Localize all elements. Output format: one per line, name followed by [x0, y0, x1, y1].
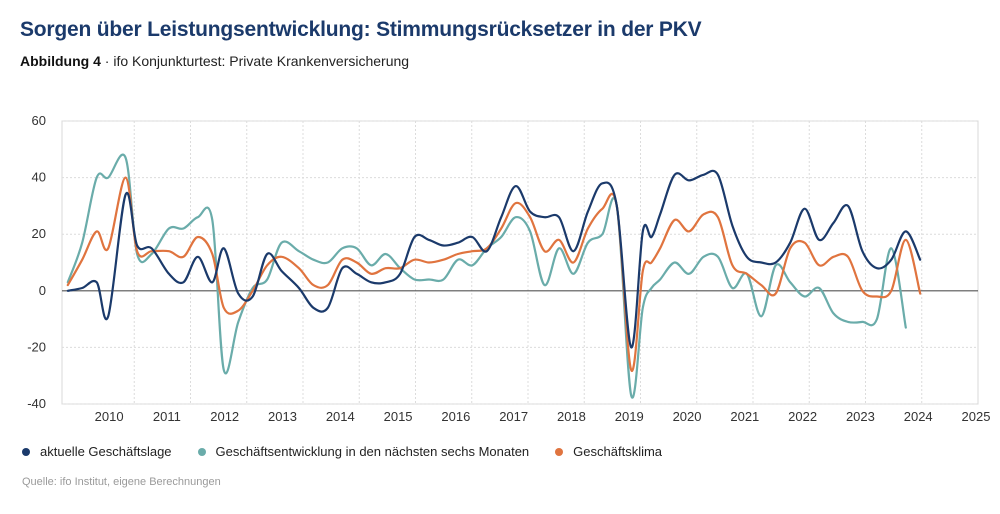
x-tick-label: 2024: [904, 409, 933, 424]
y-tick-label: -20: [27, 339, 46, 354]
legend-label: Geschäftsentwicklung in den nächsten sec…: [215, 444, 530, 459]
x-tick-label: 2023: [846, 409, 875, 424]
x-tick-label: 2021: [730, 409, 759, 424]
legend-marker-icon: [22, 447, 30, 456]
x-tick-label: 2025: [962, 409, 991, 424]
y-tick-label: -40: [27, 396, 46, 411]
legend-marker-icon: [197, 447, 206, 456]
chart-subtitle: Abbildung 4 · ifo Konjunkturtest: Privat…: [20, 53, 409, 69]
y-tick-label: 20: [32, 226, 46, 241]
legend-item-aktuelle-geschaeftslage: aktuelle Geschäftslage: [22, 444, 172, 459]
x-tick-label: 2013: [268, 409, 297, 424]
x-tick-label: 2011: [153, 409, 181, 424]
legend-label: aktuelle Geschäftslage: [40, 444, 172, 459]
x-tick-label: 2018: [557, 409, 586, 424]
x-tick-label: 2016: [441, 409, 470, 424]
x-tick-label: 2010: [95, 409, 124, 424]
x-tick-label: 2020: [673, 409, 702, 424]
x-tick-label: 2022: [788, 409, 817, 424]
series-line-2: [66, 176, 922, 372]
y-tick-label: 0: [39, 283, 46, 298]
plot-frame: [61, 120, 979, 405]
y-tick-label: 60: [32, 113, 46, 128]
source-note: Quelle: ifo Institut, eigene Berechnunge…: [22, 476, 221, 488]
legend-label: Geschäftsklima: [573, 444, 663, 459]
figure-label: Abbildung 4: [20, 53, 101, 69]
chart-title: Sorgen über Leistungsentwicklung: Stimmu…: [20, 18, 702, 41]
series-line-1: [66, 153, 907, 399]
figure-description: ifo Konjunkturtest: Private Krankenversi…: [113, 53, 410, 69]
x-tick-label: 2012: [210, 409, 239, 424]
legend-item-geschaeftsentwicklung: Geschäftsentwicklung in den nächsten sec…: [197, 444, 530, 459]
line-chart: -40 -20 0 20 40 60 2010 2011 2012 2013 2014 2015 201…: [27, 113, 991, 424]
series-line-0: [66, 169, 922, 349]
chart-legend: aktuelle Geschäftslage Geschäftsentwickl…: [22, 444, 662, 459]
legend-item-geschaeftsklima: Geschäftsklima: [555, 444, 662, 459]
figure-separator: ·: [100, 53, 114, 69]
x-tick-label: 2014: [326, 409, 355, 424]
x-tick-label: 2017: [499, 409, 528, 424]
y-tick-label: 40: [32, 170, 46, 185]
legend-marker-icon: [555, 447, 564, 456]
x-tick-label: 2015: [384, 409, 413, 424]
x-tick-label: 2019: [615, 409, 644, 424]
